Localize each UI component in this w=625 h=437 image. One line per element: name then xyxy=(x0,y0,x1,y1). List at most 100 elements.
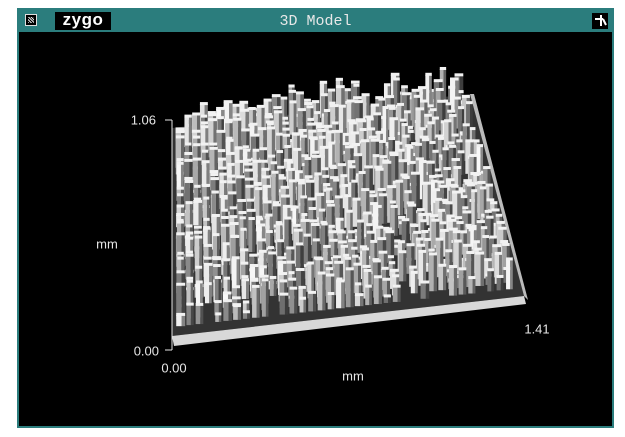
column-top xyxy=(287,161,293,164)
column-top xyxy=(398,149,404,152)
column-top xyxy=(230,222,239,225)
column-top xyxy=(176,232,185,235)
column xyxy=(411,273,415,293)
column-top xyxy=(346,210,352,213)
column-top xyxy=(279,177,287,180)
column-side xyxy=(501,277,504,290)
column-top xyxy=(301,135,307,138)
column-top xyxy=(289,179,295,182)
column-top xyxy=(259,147,267,150)
column-top xyxy=(243,145,249,148)
column-top xyxy=(423,182,431,185)
column-top xyxy=(208,113,216,116)
column-top xyxy=(382,106,388,109)
column xyxy=(328,294,332,309)
column-side xyxy=(294,289,297,314)
column-top xyxy=(326,267,333,270)
column-top xyxy=(204,257,212,260)
column-top xyxy=(497,221,505,224)
column-top xyxy=(186,303,193,306)
column-top xyxy=(317,129,326,132)
column-top xyxy=(415,143,422,146)
column-top xyxy=(227,180,235,183)
column-top xyxy=(475,252,484,255)
column-top xyxy=(184,177,193,180)
column-top xyxy=(328,89,336,92)
column xyxy=(374,277,379,304)
column-top xyxy=(212,257,220,260)
column-top xyxy=(386,95,394,98)
column-top xyxy=(268,246,274,249)
column-top xyxy=(431,219,439,222)
column-top xyxy=(359,171,366,174)
column-side xyxy=(400,182,403,216)
column-top xyxy=(203,218,209,221)
column-top xyxy=(327,130,334,133)
column-top xyxy=(328,230,336,233)
column-side xyxy=(343,107,346,136)
column-top xyxy=(336,85,345,88)
column-top xyxy=(336,279,345,282)
column-side xyxy=(426,282,429,298)
column-top xyxy=(355,282,361,285)
column-top xyxy=(382,161,391,164)
column-top xyxy=(420,219,426,222)
column-top xyxy=(454,216,462,219)
column-top xyxy=(496,214,503,217)
column-top xyxy=(268,251,276,254)
column-top xyxy=(335,195,343,198)
x-axis-title: mm xyxy=(342,368,364,383)
column-side xyxy=(379,277,382,304)
column-side xyxy=(369,167,372,192)
column-top xyxy=(390,205,397,208)
column-top xyxy=(313,238,320,241)
column-top xyxy=(312,100,320,103)
column-top xyxy=(429,175,437,178)
column-top xyxy=(240,248,248,251)
column-top xyxy=(430,214,439,217)
column xyxy=(468,278,472,293)
column-top xyxy=(333,255,341,258)
column-top xyxy=(401,123,407,126)
column-top xyxy=(445,201,452,204)
column-top xyxy=(373,259,381,262)
column xyxy=(196,305,201,324)
column xyxy=(365,287,369,305)
column-top xyxy=(379,140,386,143)
column-top xyxy=(202,150,208,153)
column-top xyxy=(177,257,183,260)
column-top xyxy=(277,256,286,259)
column-top xyxy=(176,130,185,133)
column-top xyxy=(480,186,487,189)
column-side xyxy=(434,254,437,291)
column-top xyxy=(279,272,287,275)
column-top xyxy=(238,211,246,214)
column-top xyxy=(304,234,311,237)
column-top xyxy=(203,227,210,230)
column xyxy=(399,252,404,281)
column-top xyxy=(398,240,405,243)
column-side xyxy=(397,287,400,302)
column xyxy=(506,259,510,289)
column-top xyxy=(429,141,435,144)
column-top xyxy=(333,179,339,182)
column-top xyxy=(273,203,281,206)
column-top xyxy=(311,223,319,226)
column-top xyxy=(367,231,375,234)
column-top xyxy=(251,279,258,282)
column-top xyxy=(280,293,289,296)
column-top xyxy=(330,166,337,169)
column-top xyxy=(451,185,458,188)
column-side xyxy=(274,278,277,296)
column-top xyxy=(301,213,307,216)
column-top xyxy=(342,184,348,187)
column-top xyxy=(186,254,194,257)
column-top xyxy=(289,271,295,274)
column-top xyxy=(193,136,200,139)
column-top xyxy=(282,128,290,131)
column-top xyxy=(271,171,278,174)
column xyxy=(300,299,304,313)
column-top xyxy=(306,105,313,108)
column-top xyxy=(353,263,361,266)
column-side xyxy=(191,305,194,325)
